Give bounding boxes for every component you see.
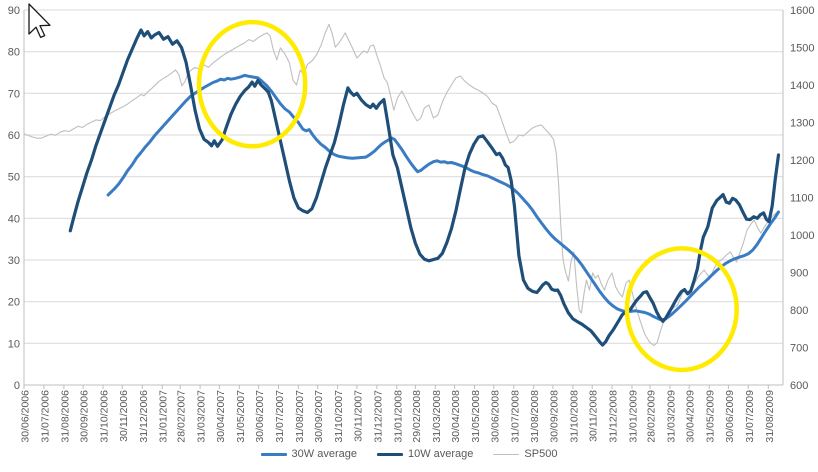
left-axis-tick-label: 10: [8, 338, 20, 350]
left-axis-tick-label: 80: [8, 47, 20, 59]
x-axis-tick-label: 31/08/2007: [294, 390, 306, 443]
left-axis-tick-label: 20: [8, 297, 20, 309]
x-axis-tick-label: 30/09/2007: [313, 390, 325, 443]
x-axis-tick-label: 30/06/2007: [254, 390, 266, 443]
x-axis-tick-label: 31/01/2008: [392, 390, 404, 443]
left-axis-tick-label: 50: [8, 172, 20, 184]
right-axis-tick-label: 800: [790, 305, 808, 317]
right-axis-tick-label: 1400: [790, 80, 814, 92]
left-axis-tick-label: 0: [14, 380, 20, 392]
legend-item-10w-average[interactable]: 10W average: [376, 448, 474, 460]
right-axis-tick-label: 1500: [790, 43, 814, 55]
legend-swatch-sp500: [493, 453, 520, 455]
left-axis-tick-label: 70: [8, 88, 20, 100]
x-axis-tick-label: 31/05/2008: [470, 390, 482, 443]
x-axis-tick-label: 28/02/2009: [646, 390, 658, 443]
x-axis-tick-label: 28/02/2007: [176, 390, 188, 443]
x-axis-tick-label: 31/10/2007: [333, 390, 345, 443]
right-axis-tick-label: 700: [790, 343, 808, 355]
series-30w-average-line: [106, 73, 780, 322]
x-axis-tick-label: 31/03/2009: [665, 390, 677, 443]
legend-label-10w-average: 10W average: [407, 448, 474, 460]
x-axis-tick-label: 31/07/2008: [509, 390, 521, 443]
legend-item-30w-average[interactable]: 30W average: [260, 448, 357, 460]
legend-item-sp500[interactable]: SP500: [493, 448, 557, 460]
x-axis-tick-label: 31/05/2007: [235, 390, 247, 443]
x-axis-tick-label: 30/11/2006: [118, 390, 130, 442]
mouse-cursor-icon: [28, 3, 51, 39]
left-axis-tick-label: 30: [8, 255, 20, 267]
x-axis-tick-label: 31/01/2007: [158, 390, 170, 443]
left-axis-tick-label: 60: [8, 130, 20, 142]
x-axis-tick-label: 30/04/2008: [450, 390, 462, 443]
right-axis-tick-label: 1300: [790, 118, 814, 130]
x-axis-tick-label: 31/10/2006: [99, 390, 111, 443]
x-axis-tick-label: 30/11/2007: [352, 390, 364, 442]
highlight-circle-bottom[interactable]: [624, 246, 739, 373]
x-axis-tick-label: 30/09/2006: [79, 390, 91, 443]
right-axis-tick-label: 600: [790, 380, 808, 392]
right-axis-tick-label: 1200: [790, 155, 814, 167]
x-axis-tick-label: 31/12/2006: [138, 390, 150, 443]
x-axis-tick-label: 30/04/2009: [685, 390, 697, 443]
x-axis-tick-label: 29/02/2008: [411, 390, 423, 443]
x-axis-tick-label: 31/08/2009: [764, 390, 776, 443]
x-axis-tick-label: 31/12/2007: [372, 390, 384, 443]
highlight-circle-top[interactable]: [196, 19, 308, 149]
x-axis-tick-label: 30/06/2008: [489, 390, 501, 443]
x-axis-tick-label: 30/04/2007: [215, 390, 227, 443]
right-axis-tick-label: 1000: [790, 230, 814, 242]
x-axis-tick-label: 31/03/2007: [196, 390, 208, 443]
x-axis-tick-label: 30/11/2008: [588, 390, 600, 442]
right-axis-tick-label: 1100: [790, 193, 814, 205]
x-axis-tick-label: 31/01/2009: [628, 390, 640, 443]
legend-swatch-10w-average: [376, 452, 403, 456]
chart-legend: 30W average 10W average SP500: [0, 448, 818, 460]
x-axis-tick-label: 31/03/2008: [431, 390, 443, 443]
x-axis-tick-label: 30/06/2006: [20, 390, 32, 443]
right-axis-tick-label: 1600: [790, 5, 814, 17]
x-axis-tick-label: 31/07/2009: [744, 390, 756, 443]
legend-swatch-30w-average: [260, 452, 287, 456]
x-axis-tick-label: 31/12/2008: [608, 390, 620, 443]
x-axis-tick-label: 31/08/2006: [59, 390, 71, 443]
legend-label-sp500: SP500: [524, 448, 558, 460]
series-10w-average-line: [68, 28, 781, 347]
x-axis-tick-label: 31/08/2008: [529, 390, 541, 443]
x-axis-tick-label: 31/10/2008: [568, 390, 580, 443]
x-axis-tick-label: 31/07/2006: [39, 390, 51, 443]
x-axis-tick-label: 31/05/2009: [705, 390, 717, 443]
x-axis-tick-label: 30/06/2009: [724, 390, 736, 443]
legend-label-30w-average: 30W average: [291, 448, 357, 460]
right-axis-tick-label: 900: [790, 268, 808, 280]
left-axis-tick-label: 90: [8, 5, 20, 17]
left-axis-tick-label: 40: [8, 213, 20, 225]
x-axis-tick-label: 31/07/2007: [274, 390, 286, 443]
x-axis-tick-label: 30/09/2008: [548, 390, 560, 443]
